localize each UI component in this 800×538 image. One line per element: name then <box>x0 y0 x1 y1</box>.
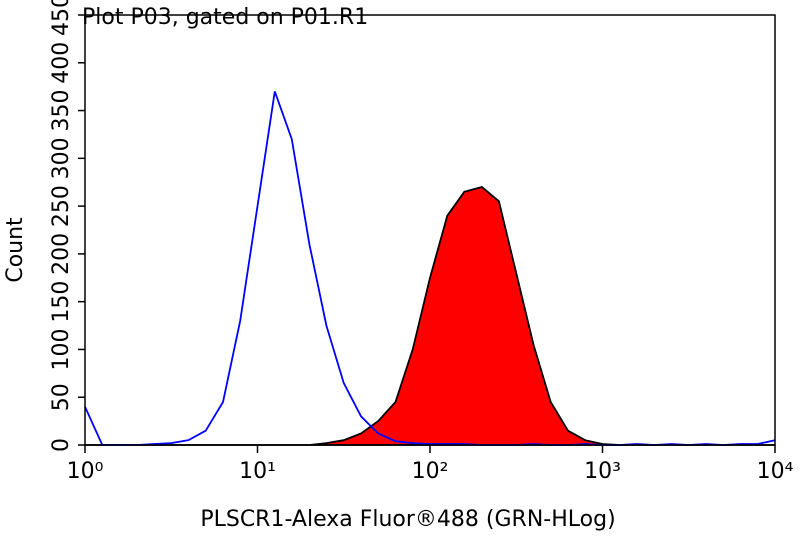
x-tick-label: 10⁰ <box>67 459 104 484</box>
y-tick-label: 200 <box>49 233 74 275</box>
x-axis-label: PLSCR1-Alexa Fluor®488 (GRN-HLog) <box>200 507 615 532</box>
y-tick-label: 300 <box>49 137 74 179</box>
y-tick-label: 350 <box>49 90 74 132</box>
x-tick-label: 10² <box>412 459 449 484</box>
y-tick-label: 400 <box>49 42 74 84</box>
y-tick-label: 150 <box>49 281 74 323</box>
y-axis-label: Count <box>3 217 28 283</box>
y-tick-label: 450 <box>49 0 74 36</box>
filled-histogram <box>85 186 775 446</box>
chart-title: Plot P03, gated on P01.R1 <box>82 5 368 30</box>
y-tick-label: 0 <box>49 438 74 452</box>
y-tick-label: 250 <box>49 185 74 227</box>
y-tick-label: 100 <box>49 328 74 370</box>
y-tick-label: 50 <box>49 383 74 411</box>
x-tick-label: 10³ <box>584 459 621 484</box>
plot-frame <box>84 14 776 446</box>
x-tick-label: 10¹ <box>239 459 276 484</box>
x-tick-label: 10⁴ <box>757 459 794 484</box>
